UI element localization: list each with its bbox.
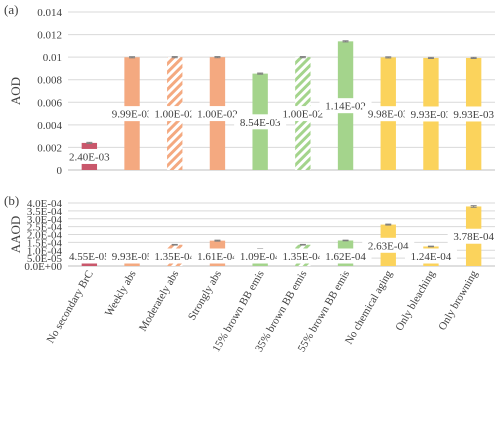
panel-label: (b) [4, 193, 19, 208]
panel-b-chart: 0.0E+005.0E-051.0E-041.5E-042.0E-042.5E-… [4, 193, 500, 273]
data-label-box [63, 148, 116, 164]
y-tick-label: 0.014 [37, 7, 62, 19]
data-label: 4.55E-05 [69, 251, 110, 263]
data-label: 9.98E-03 [368, 109, 409, 121]
category-label: Strongly abs [186, 269, 224, 323]
data-label-box [63, 248, 116, 264]
data-label-box [362, 106, 415, 122]
data-label-box [148, 248, 201, 264]
data-label: 3.78E-04 [453, 231, 494, 243]
data-label: 2.63E-04 [368, 240, 409, 252]
panel-label: (a) [4, 2, 18, 17]
data-label-box [191, 248, 244, 264]
data-label: 9.93E-03 [411, 109, 452, 121]
data-label: 1.35E-04 [154, 251, 195, 263]
data-label-box [148, 106, 201, 122]
data-label-box [234, 248, 287, 264]
data-label: 1.00E-02 [283, 109, 324, 121]
data-label-box [447, 106, 500, 122]
y-tick-label: 0.01 [43, 52, 62, 64]
data-label-box [234, 114, 287, 130]
data-label-box [106, 248, 159, 264]
data-label-box [362, 237, 415, 253]
data-label-box [276, 248, 329, 264]
category-label: Weekly abs [103, 269, 139, 319]
y-axis-label: AAOD [8, 216, 23, 254]
data-label: 1.24E-04 [411, 251, 452, 263]
y-tick-label: 0.004 [37, 120, 62, 132]
y-tick-label: 0.0E+00 [24, 261, 62, 273]
data-label-box [447, 228, 500, 244]
category-label: Only bleaching [393, 268, 437, 333]
y-tick-label: 0 [57, 165, 63, 177]
data-label: 9.93E-05 [112, 251, 153, 263]
y-tick-label: 0.012 [37, 30, 62, 42]
data-label-box [276, 106, 329, 122]
data-label: 1.09E-04 [240, 251, 281, 263]
y-tick-label: 5.0E-05 [27, 253, 63, 265]
y-tick-label: 0.006 [37, 97, 62, 109]
data-label: 9.99E-03 [112, 109, 153, 121]
data-label: 2.40E-03 [69, 151, 110, 163]
panel-a-chart: 0 0.002 0.004 0.006 0.008 0.01 0.012 0.014 (a) AO… [4, 2, 500, 177]
data-label: 1.62E-04 [325, 251, 366, 263]
y-axis-label: AOD [8, 77, 23, 105]
category-label: No secondary BrC [45, 269, 96, 346]
data-label-box [404, 248, 457, 264]
data-label: 1.61E-04 [197, 251, 238, 263]
y-tick-label: 3.0E-04 [27, 214, 63, 226]
y-tick-label: 3.5E-04 [27, 206, 63, 218]
y-tick-label: 0.002 [37, 142, 62, 154]
category-label: No chemical aging [343, 268, 395, 346]
category-label: Only browning [436, 268, 480, 332]
data-label-box [404, 106, 457, 122]
data-label: 1.00E-02 [154, 109, 195, 121]
data-label-box [319, 248, 372, 264]
data-label-box [319, 98, 372, 114]
data-label: 1.35E-04 [283, 251, 324, 263]
y-tick-label: 4.0E-04 [27, 198, 63, 210]
y-tick-label: 0.008 [37, 75, 62, 87]
category-label: Moderately abs [137, 269, 181, 334]
data-label: 1.14E-02 [325, 101, 366, 113]
y-tick-label: 1.0E-04 [27, 245, 63, 257]
data-label: 8.54E-03 [240, 117, 281, 129]
data-label: 1.00E-02 [197, 109, 238, 121]
y-tick-label: 1.5E-04 [27, 237, 63, 249]
data-label: 9.93E-03 [453, 109, 494, 121]
data-label-box [106, 106, 159, 122]
y-tick-label: 2.5E-04 [27, 222, 63, 234]
y-tick-label: 2.0E-04 [27, 230, 63, 242]
data-label-box [191, 106, 244, 122]
